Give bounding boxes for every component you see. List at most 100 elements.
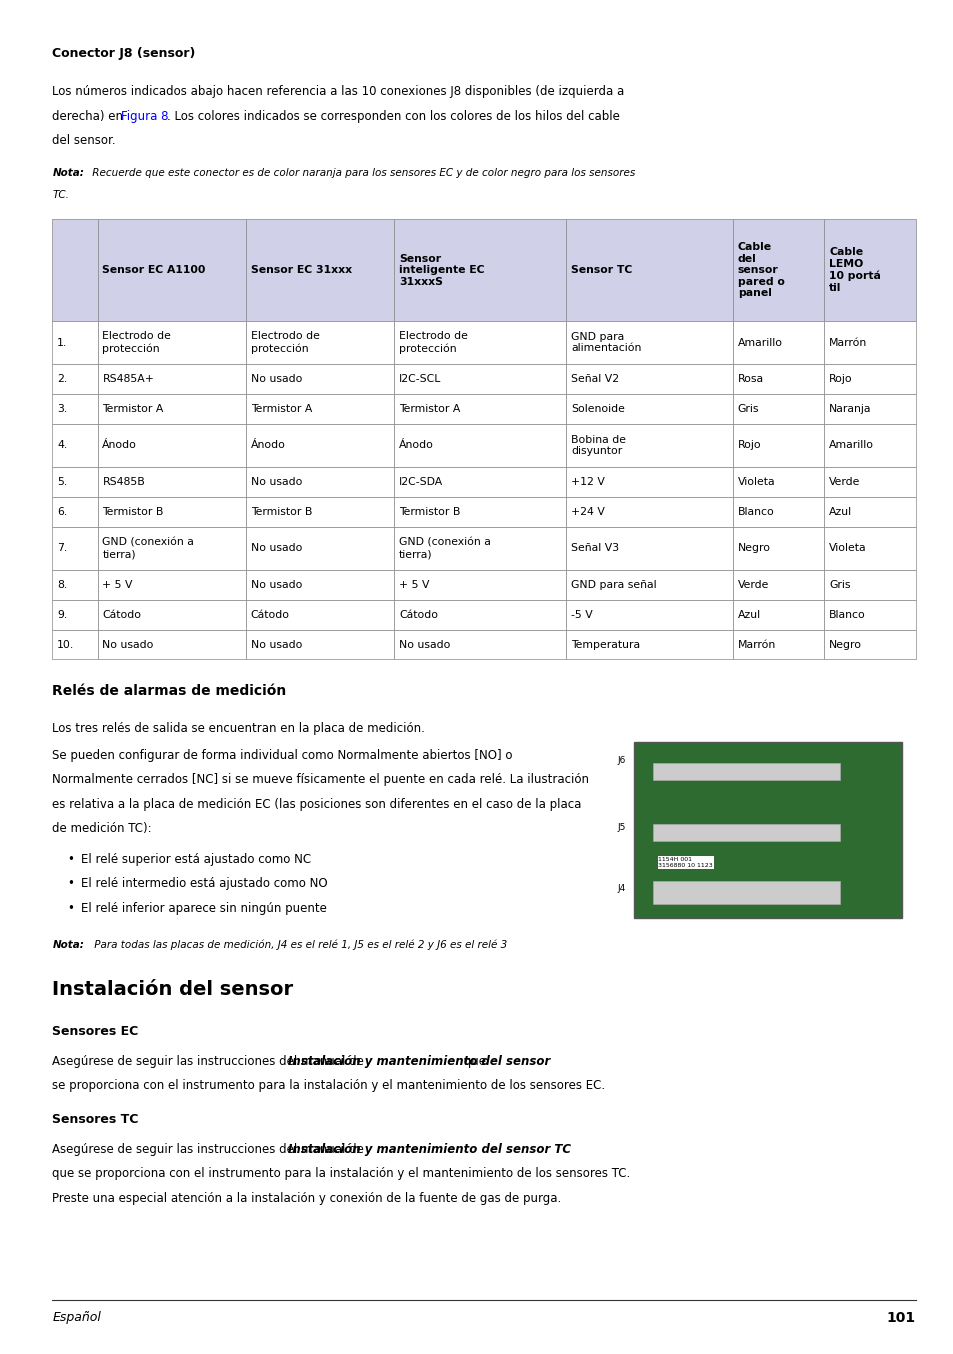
- Text: Negro: Negro: [828, 639, 862, 650]
- Bar: [732, 527, 823, 570]
- Text: Cable
del
sensor
pared o
panel: Cable del sensor pared o panel: [737, 242, 784, 298]
- Text: Sensores TC: Sensores TC: [52, 1113, 139, 1127]
- Text: Cable
LEMO
10 portá
til: Cable LEMO 10 portá til: [828, 248, 881, 292]
- Text: Electrodo de
protección: Electrodo de protección: [398, 332, 468, 353]
- Bar: [732, 364, 823, 394]
- Text: 1154H 001
3156880 10 1123: 1154H 001 3156880 10 1123: [658, 857, 712, 868]
- Bar: [97, 570, 246, 600]
- Bar: [566, 630, 732, 659]
- Text: RS485A+: RS485A+: [102, 374, 154, 385]
- Text: •: •: [67, 877, 73, 891]
- Text: 9.: 9.: [57, 609, 68, 620]
- Bar: [566, 219, 732, 321]
- Bar: [823, 424, 915, 467]
- Text: No usado: No usado: [251, 374, 302, 385]
- Text: Gris: Gris: [737, 403, 759, 414]
- Text: 1.: 1.: [57, 337, 68, 348]
- Text: 3.: 3.: [57, 403, 68, 414]
- Text: Blanco: Blanco: [828, 609, 865, 620]
- Text: Temperatura: Temperatura: [571, 639, 639, 650]
- Text: Termistor B: Termistor B: [398, 506, 460, 517]
- Text: Termistor B: Termistor B: [251, 506, 312, 517]
- Bar: [823, 570, 915, 600]
- Text: Se pueden configurar de forma individual como Normalmente abiertos [NO] o: Se pueden configurar de forma individual…: [52, 749, 513, 762]
- Bar: [52, 467, 97, 497]
- Bar: [97, 630, 246, 659]
- Bar: [52, 570, 97, 600]
- Bar: [97, 219, 246, 321]
- Text: Preste una especial atención a la instalación y conexión de la fuente de gas de : Preste una especial atención a la instal…: [52, 1192, 561, 1205]
- Text: Asegúrese de seguir las instrucciones del manual de: Asegúrese de seguir las instrucciones de…: [52, 1143, 368, 1156]
- Bar: [566, 424, 732, 467]
- Text: 4.: 4.: [57, 440, 68, 451]
- Text: derecha) en: derecha) en: [52, 110, 127, 123]
- Text: Marrón: Marrón: [828, 337, 866, 348]
- Text: El relé intermedio está ajustado como NO: El relé intermedio está ajustado como NO: [81, 877, 328, 891]
- Text: + 5 V: + 5 V: [102, 580, 132, 590]
- Text: Azul: Azul: [737, 609, 760, 620]
- Text: Ánodo: Ánodo: [251, 440, 285, 451]
- Text: Blanco: Blanco: [737, 506, 774, 517]
- Bar: [246, 219, 394, 321]
- Bar: [97, 467, 246, 497]
- Text: 5.: 5.: [57, 477, 68, 487]
- Text: Asegúrese de seguir las instrucciones del manual de: Asegúrese de seguir las instrucciones de…: [52, 1055, 368, 1068]
- Text: Azul: Azul: [828, 506, 851, 517]
- Text: Sensor EC A1100: Sensor EC A1100: [102, 265, 206, 275]
- Text: Conector J8 (sensor): Conector J8 (sensor): [52, 47, 195, 61]
- Bar: [823, 600, 915, 630]
- Bar: [566, 527, 732, 570]
- Text: se proporciona con el instrumento para la instalación y el mantenimiento de los : se proporciona con el instrumento para l…: [52, 1079, 605, 1093]
- Bar: [52, 364, 97, 394]
- Text: Sensor TC: Sensor TC: [571, 265, 632, 275]
- Bar: [566, 394, 732, 424]
- Text: Electrodo de
protección: Electrodo de protección: [102, 332, 172, 353]
- Text: +12 V: +12 V: [571, 477, 604, 487]
- Text: es relativa a la placa de medición EC (las posiciones son diferentes en el caso : es relativa a la placa de medición EC (l…: [52, 798, 581, 811]
- Bar: [97, 497, 246, 527]
- Text: I2C-SDA: I2C-SDA: [398, 477, 443, 487]
- Text: -5 V: -5 V: [571, 609, 593, 620]
- Bar: [394, 527, 566, 570]
- Bar: [394, 630, 566, 659]
- Text: El relé superior está ajustado como NC: El relé superior está ajustado como NC: [81, 853, 311, 867]
- Bar: [97, 321, 246, 364]
- Text: Ánodo: Ánodo: [102, 440, 137, 451]
- Text: El relé inferior aparece sin ningún puente: El relé inferior aparece sin ningún puen…: [81, 902, 327, 915]
- Text: Relés de alarmas de medición: Relés de alarmas de medición: [52, 684, 287, 697]
- Text: Termistor A: Termistor A: [102, 403, 164, 414]
- Bar: [246, 630, 394, 659]
- Text: Violeta: Violeta: [737, 477, 775, 487]
- Bar: [823, 467, 915, 497]
- Bar: [394, 321, 566, 364]
- Bar: [394, 424, 566, 467]
- Text: 8.: 8.: [57, 580, 68, 590]
- Text: J4: J4: [617, 884, 625, 894]
- Bar: [97, 424, 246, 467]
- Text: No usado: No usado: [251, 639, 302, 650]
- Text: que: que: [459, 1055, 486, 1068]
- Bar: [823, 527, 915, 570]
- Bar: [566, 600, 732, 630]
- Bar: [394, 219, 566, 321]
- Text: Electrodo de
protección: Electrodo de protección: [251, 332, 319, 353]
- Text: de medición TC):: de medición TC):: [52, 822, 152, 835]
- Bar: [566, 364, 732, 394]
- Bar: [732, 424, 823, 467]
- Text: Sensores EC: Sensores EC: [52, 1025, 138, 1039]
- Bar: [653, 823, 840, 841]
- Text: Amarillo: Amarillo: [737, 337, 782, 348]
- Text: Ánodo: Ánodo: [398, 440, 434, 451]
- Text: J6: J6: [617, 756, 625, 765]
- Bar: [823, 364, 915, 394]
- Text: 6.: 6.: [57, 506, 68, 517]
- Text: Marrón: Marrón: [737, 639, 776, 650]
- Text: + 5 V: + 5 V: [398, 580, 429, 590]
- Text: No usado: No usado: [251, 543, 302, 554]
- Text: Termistor B: Termistor B: [102, 506, 164, 517]
- Text: 7.: 7.: [57, 543, 68, 554]
- Bar: [52, 321, 97, 364]
- Text: Instalación del sensor: Instalación del sensor: [52, 980, 294, 999]
- Text: Cátodo: Cátodo: [102, 609, 141, 620]
- Bar: [394, 364, 566, 394]
